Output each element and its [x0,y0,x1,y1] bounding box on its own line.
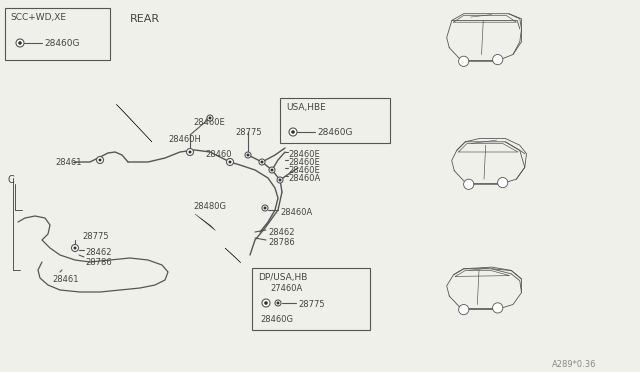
Text: 28461: 28461 [52,275,79,284]
Circle shape [493,303,503,313]
Circle shape [99,158,102,161]
Circle shape [278,179,282,182]
Text: REAR: REAR [130,14,160,24]
Text: 28460E: 28460E [288,158,320,167]
Text: 27460A: 27460A [270,284,302,293]
Polygon shape [195,214,216,231]
Text: A289*0.36: A289*0.36 [552,360,596,369]
Circle shape [463,179,474,189]
Circle shape [16,39,24,47]
Text: 28461: 28461 [55,158,81,167]
Text: 28460H: 28460H [168,135,201,144]
Bar [252,268,370,330]
Text: C: C [8,175,15,185]
Circle shape [289,128,297,136]
Text: 28460G: 28460G [44,39,79,48]
Circle shape [260,160,264,164]
Circle shape [245,152,251,158]
Circle shape [291,130,295,134]
Circle shape [207,115,213,121]
Circle shape [275,300,281,306]
Text: 28786: 28786 [85,258,112,267]
Circle shape [228,160,232,164]
Text: 28775: 28775 [298,300,324,309]
Text: 28460E: 28460E [193,118,225,127]
Text: SCC+WD,XE: SCC+WD,XE [10,13,66,22]
Circle shape [264,206,266,209]
Text: DP/USA,HB: DP/USA,HB [258,273,307,282]
Circle shape [189,151,191,154]
Text: 28460: 28460 [205,150,232,159]
Text: 28460G: 28460G [260,315,293,324]
Circle shape [264,301,268,305]
Bar [5,8,110,60]
Text: 28460A: 28460A [288,174,320,183]
Circle shape [186,148,193,155]
Bar [280,98,390,143]
Circle shape [97,157,104,164]
Text: 28786: 28786 [268,238,295,247]
Circle shape [262,299,270,307]
Circle shape [277,177,283,183]
Polygon shape [116,105,152,142]
Text: 28462: 28462 [268,228,294,237]
Circle shape [262,205,268,211]
Text: 28462: 28462 [85,248,111,257]
Circle shape [246,154,250,157]
Text: 28460G: 28460G [317,128,353,137]
Text: 28460E: 28460E [288,166,320,175]
Circle shape [74,247,77,250]
Circle shape [459,305,468,315]
Circle shape [72,244,79,251]
Circle shape [459,56,468,66]
Text: 28775: 28775 [82,232,109,241]
Circle shape [209,116,211,119]
Circle shape [497,177,508,188]
Polygon shape [225,248,241,263]
Text: 28460A: 28460A [280,208,312,217]
Circle shape [227,158,234,166]
Text: 28460E: 28460E [288,150,320,159]
Circle shape [18,41,22,45]
Text: USA,HBE: USA,HBE [286,103,326,112]
Circle shape [493,55,503,65]
Text: 28775: 28775 [235,128,262,137]
Circle shape [269,167,275,173]
Text: 28480G: 28480G [193,202,226,211]
Circle shape [271,169,273,171]
Circle shape [276,301,280,305]
Circle shape [259,159,265,165]
